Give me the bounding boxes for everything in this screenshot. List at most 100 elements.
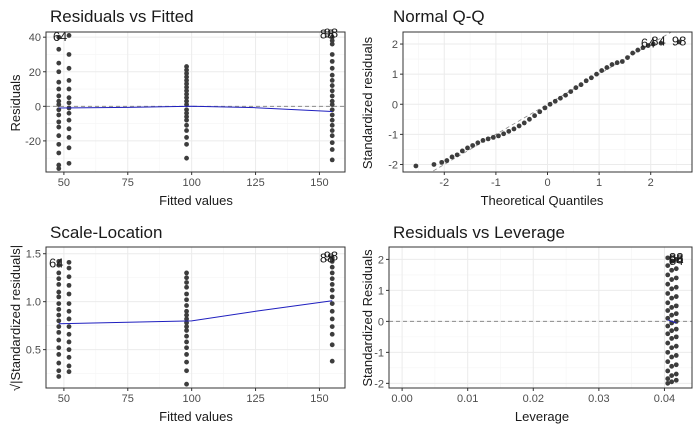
data-point <box>568 89 574 95</box>
data-point <box>329 133 335 139</box>
data-point <box>490 134 496 140</box>
data-point <box>673 326 679 332</box>
data-point <box>56 276 62 282</box>
data-point <box>184 155 189 161</box>
data-point <box>329 270 335 276</box>
data-point <box>184 368 189 374</box>
data-point <box>459 148 465 154</box>
data-point <box>635 47 641 53</box>
data-point <box>184 284 189 290</box>
data-point <box>658 40 664 46</box>
data-point <box>66 52 72 57</box>
data-point <box>66 291 72 297</box>
rvf-smooth-line <box>58 105 333 112</box>
data-point <box>604 65 610 70</box>
sl-smooth-line <box>58 300 333 325</box>
data-point <box>66 135 72 140</box>
scale-location-xlabel: Fitted values <box>159 409 233 424</box>
data-point <box>329 83 335 88</box>
data-point <box>475 140 481 146</box>
data-point <box>329 258 335 264</box>
data-point <box>673 377 679 383</box>
data-point <box>673 266 679 272</box>
y-tick-label: 1.5 <box>26 249 41 261</box>
data-point <box>66 77 72 83</box>
data-point <box>449 154 455 160</box>
data-point <box>56 258 62 264</box>
data-point <box>56 352 62 357</box>
data-point <box>673 362 679 368</box>
x-tick-label: 125 <box>246 177 264 189</box>
data-point <box>669 363 675 369</box>
data-point <box>329 147 335 152</box>
data-point <box>501 131 507 137</box>
data-point <box>56 306 62 312</box>
data-point <box>542 105 548 111</box>
data-point <box>56 301 62 306</box>
point-label: 98 <box>324 249 338 264</box>
data-point <box>665 291 671 296</box>
x-tick-label: 0.02 <box>523 393 544 405</box>
data-point <box>329 122 335 128</box>
data-point <box>650 41 656 47</box>
data-point <box>329 282 335 287</box>
sl-grid <box>46 247 345 388</box>
normal-qq-panel: Normal Q-Q Theoretical Quantiles Standar… <box>360 7 693 208</box>
y-tick-label: 40 <box>29 32 41 44</box>
data-point <box>56 312 62 318</box>
data-point <box>66 100 72 106</box>
data-point <box>66 301 72 306</box>
data-point <box>184 77 189 83</box>
data-point <box>625 55 630 60</box>
y-tick-label: 2 <box>378 254 384 266</box>
data-point <box>669 267 675 273</box>
data-point <box>184 328 189 333</box>
data-point <box>665 315 671 321</box>
data-point <box>66 274 72 280</box>
point-label: 84 <box>651 34 665 49</box>
scale-location-ylabel: √|Standardized residuals| <box>8 245 23 391</box>
normal-qq-xlabel: Theoretical Quantiles <box>481 193 604 208</box>
x-tick-label: 75 <box>122 177 134 189</box>
scale-location-panel: Scale-Location Fitted values √|Standardi… <box>8 223 346 424</box>
data-point <box>665 359 671 365</box>
data-point <box>184 324 189 330</box>
data-point <box>56 329 62 335</box>
point-label: 88 <box>669 250 683 265</box>
data-point <box>184 316 189 322</box>
data-point <box>329 117 335 123</box>
data-point <box>56 294 62 300</box>
data-point <box>669 286 675 292</box>
normal-qq-ylabel: Standardized residuals <box>360 36 375 169</box>
data-point <box>329 112 335 118</box>
qq-grid <box>403 32 692 172</box>
data-point <box>66 86 72 92</box>
data-point <box>594 71 599 77</box>
data-point <box>521 120 527 126</box>
data-point <box>66 265 72 271</box>
data-point <box>329 301 335 306</box>
data-point <box>537 109 543 115</box>
data-point <box>184 141 189 147</box>
data-point <box>66 363 72 369</box>
x-tick-label: -2 <box>439 177 449 189</box>
residuals-vs-leverage-ylabel: Standardized Residuals <box>360 249 375 387</box>
x-tick-label: 0.01 <box>457 393 478 405</box>
sl-plot-area <box>46 247 345 388</box>
data-point <box>66 117 72 123</box>
residuals-vs-fitted-xlabel: Fitted values <box>159 193 233 208</box>
data-point <box>329 276 335 282</box>
data-point <box>665 308 671 313</box>
sl-panel-border <box>45 246 346 389</box>
data-point <box>665 376 671 382</box>
data-point <box>329 342 335 348</box>
x-tick-label: 0.00 <box>391 393 412 405</box>
data-point <box>66 110 72 116</box>
data-point <box>184 95 189 101</box>
data-point <box>66 347 72 353</box>
data-point <box>665 349 671 355</box>
data-point <box>184 110 189 116</box>
data-point <box>465 145 470 151</box>
data-point <box>66 339 72 345</box>
data-point <box>665 368 671 374</box>
